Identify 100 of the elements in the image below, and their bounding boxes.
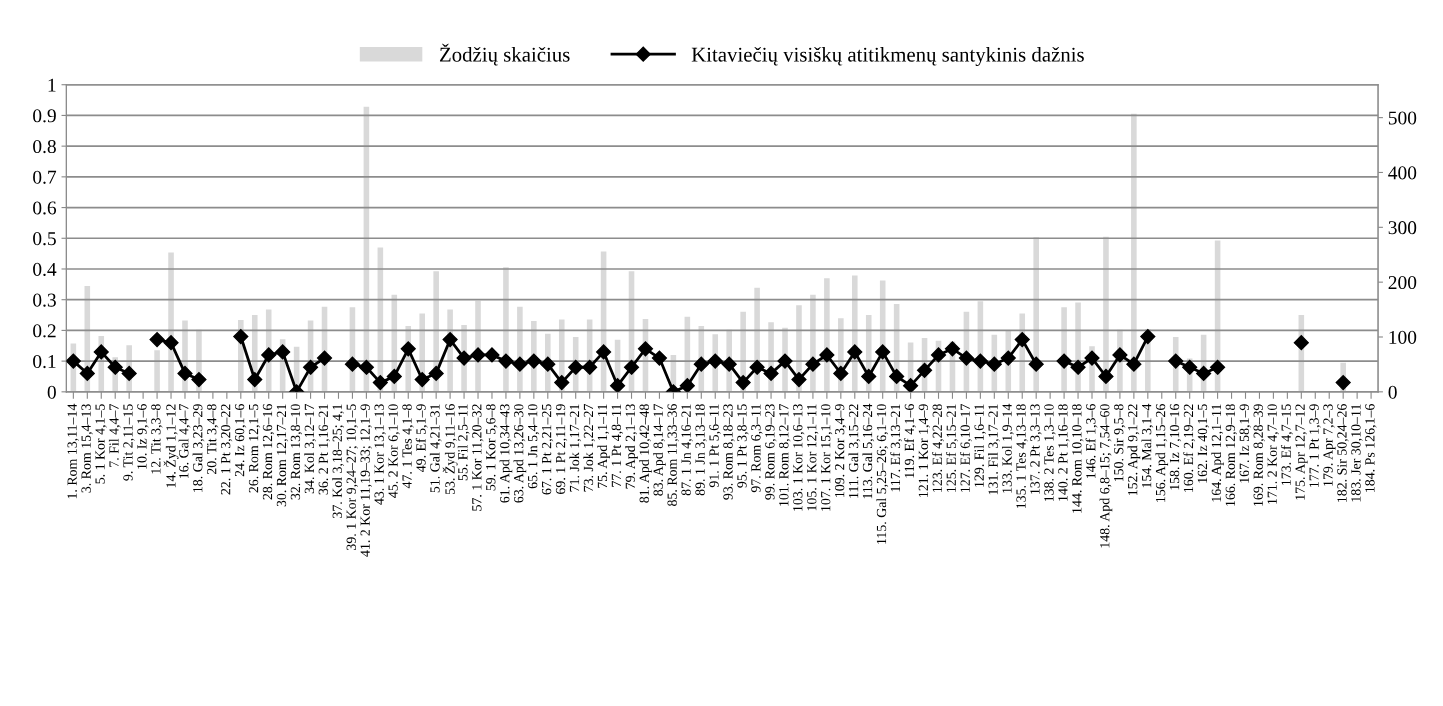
- x-tick-label: 85. Rom 11,33–36: [667, 404, 679, 506]
- x-tick-label: 137. 2 Pt 3,3–13: [1030, 404, 1042, 494]
- x-tick-label: 101. Rom 8,12–17: [779, 404, 791, 506]
- x-tick-label: 125. Ef 5,15–21: [946, 404, 958, 492]
- x-tick-label: 113. Gal 5,16–24: [862, 403, 875, 499]
- x-tick-label: 77. 1 Pt 4,8–11: [611, 404, 624, 487]
- x-tick-label: 167. Iz 58,1–9: [1239, 404, 1251, 483]
- legend-label: Žodžių skaičius: [439, 43, 570, 66]
- x-tick-label: 41. 2 Kor 11,19–33; 12,1–9: [360, 404, 372, 557]
- y-tick-label: 0.8: [33, 139, 56, 154]
- x-tick-label: 91. 1 Pt 5,6–11: [709, 404, 721, 488]
- x-tick-label: 117. Ef 3,13–21: [890, 404, 903, 492]
- x-tick-label: 83. Apd 8,14–17: [653, 404, 666, 496]
- x-tick-label: 138. 2 Tes 1,3–10: [1044, 404, 1056, 502]
- x-tick-label: 184. Ps 126,1–6: [1365, 404, 1377, 492]
- x-tick-label: 89. 1 Jn 3,13–18: [695, 404, 707, 496]
- x-tick-label: 111. Gal 3,15–22: [848, 404, 861, 498]
- x-tick-label: 107. 1 Kor 15,1–10: [820, 404, 833, 511]
- x-tick-label: 1. Rom 13,11–14: [67, 403, 79, 499]
- x-tick-label: 26. Rom 12,1–5: [248, 404, 261, 493]
- x-tick-label: 36. 2 Pt 1,16–21: [318, 404, 330, 495]
- x-tick-label: 39. 1 Kor 9,24–27; 10,1–5: [346, 404, 358, 550]
- x-tick-label: 164. Apd 12,1–11: [1211, 404, 1224, 502]
- x-tick-label: 103. 1 Kor 10,6–13: [793, 404, 805, 511]
- x-tick-label: 53. Žyd 9,11–16: [442, 404, 458, 495]
- x-tick-label: 162. Iz 40,1–5: [1197, 404, 1210, 483]
- x-tick-label: 43. 1 Kor 13,1–13: [374, 404, 386, 505]
- x-tick-label: 79. Apd 2,1–13: [625, 404, 638, 489]
- x-tick-label: 10. Iz 9,1–6: [137, 404, 149, 469]
- x-tick-label: 51. Gal 4,21–31: [429, 404, 442, 493]
- x-tick-label: 146. Ef 1,3–6: [1085, 404, 1098, 479]
- x-tick-label: 105. 1 Kor 12,1–11: [807, 404, 819, 511]
- y-tick-label: 0.7: [33, 170, 57, 184]
- x-tick-label: 93. Rom 8,18–23: [723, 404, 735, 500]
- x-tick-label: 175. Apr 12,7–12: [1295, 404, 1308, 500]
- x-tick-label: 3. Rom 15,4–13: [81, 404, 93, 493]
- x-tick-label: 148. Apd 6,8–15; 7,54–60: [1099, 404, 1113, 548]
- x-tick-label: 20. Tit 3,4–8: [207, 404, 219, 475]
- x-tick-label: 30. Rom 12,17–21: [276, 404, 289, 507]
- x-tick-label: 135. 1 Tes 4,13–18: [1016, 404, 1028, 509]
- x-tick-label: 119. Ef 4,1–6: [904, 404, 917, 478]
- x-tick-label: 115. Gal 5,25–26; 6,1–10: [876, 404, 889, 544]
- x-tick-label: 5. 1 Kor 4,1–5: [95, 404, 107, 484]
- x-tick-label: 154. Mal 3,1–4: [1141, 403, 1154, 488]
- y2-tick-label: 0: [1388, 385, 1397, 399]
- x-tick-label: 59. 1 Kor 5,6–8: [486, 404, 498, 491]
- x-tick-label: 81. Apd 10,42–48: [639, 404, 652, 503]
- x-tick-label: 166. Rom 12,9–18: [1225, 404, 1238, 506]
- x-tick-label: 158. Iz 7,10–16: [1169, 404, 1182, 490]
- x-tick-label: 99. Rom 6,19–23: [765, 404, 777, 500]
- x-tick-label: 73. Jok 1,22–27: [583, 404, 596, 492]
- x-tick-label: 87. 1 Jn 4,16–21: [681, 404, 693, 496]
- y-tick-label: 0.2: [33, 324, 56, 338]
- x-tick-label: 150. Sir 9,5–8: [1114, 404, 1126, 482]
- x-tick-label: 173. Ef 4,7–15: [1280, 404, 1293, 485]
- x-tick-label: 131. Fil 3,17–21: [988, 404, 1000, 495]
- x-tick-label: 179. Apr 7,2–3: [1323, 404, 1336, 486]
- x-tick-label: 140. 2 Pt 1,16–18: [1058, 404, 1070, 501]
- x-tick-label: 49. Ef 5,1–9: [415, 404, 428, 473]
- y2-tick-label: 300: [1388, 221, 1417, 235]
- x-tick-label: 57. 1 Kor 11,20–32: [472, 404, 484, 511]
- x-tick-label: 144. Rom 10,10–18: [1072, 404, 1084, 513]
- x-tick-label: 45. 2 Kor 6,1–10: [388, 404, 400, 498]
- y-tick-label: 0.3: [33, 293, 56, 307]
- y-tick-label: 0.5: [33, 232, 56, 246]
- y-tick-label: 0: [47, 385, 56, 399]
- x-tick-label: 12. Tit 3,3–8: [151, 404, 163, 474]
- x-tick-label: 34. Kol 3,12–17: [304, 404, 317, 494]
- legend-label: Kitaviečių visiškų atitikmenų santykinis dažnis: [691, 46, 1084, 66]
- x-tick-label: 171. 2 Kor 4,7–10: [1267, 404, 1279, 504]
- x-tick-label: 97. Rom 6,3–11: [751, 404, 763, 493]
- x-tick-label: 7. Fil 4,4–7: [108, 404, 121, 467]
- y-tick-label: 0.1: [33, 354, 56, 369]
- x-tick-label: 183. Jer 30,10–11: [1351, 404, 1363, 502]
- y2-tick-label: 400: [1388, 166, 1417, 180]
- x-tick-label: 9. Tit 2,11–15: [123, 404, 135, 481]
- x-tick-label: 156. Apd 1,15–26: [1155, 404, 1169, 502]
- x-tick-label: 121. 1 Kor 1,4–9: [918, 404, 931, 497]
- x-tick-label: 75. Apd 1,1–11: [597, 404, 610, 488]
- x-tick-label: 177. 1 Pt 1,3–9: [1309, 404, 1321, 487]
- y-tick-label: 0.9: [33, 109, 56, 123]
- x-tick-label: 123. Ef 4,22–28: [932, 404, 944, 492]
- x-tick-label: 16. Gal 4,4–7: [178, 404, 191, 479]
- x-tick-label: 32. Rom 13,8–10: [290, 404, 303, 500]
- x-tick-label: 71. Jok 1,17–21: [569, 404, 582, 492]
- x-tick-label: 47. 1 Tes 4,1–8: [402, 404, 414, 489]
- x-tick-label: 63. Apd 13,26–30: [513, 404, 527, 503]
- x-tick-label: 109. 2 Kor 3,4–9: [834, 404, 847, 497]
- x-tick-label: 182. Sir 50,24–26: [1337, 404, 1349, 502]
- x-tick-label: 127. Ef 6,10–17: [959, 404, 972, 492]
- x-tick-label: 129. Fil 1,6–11: [974, 404, 986, 487]
- x-tick-label: 37. Kol 3,18–25; 4,1: [332, 404, 344, 518]
- x-tick-label: 55. Fil 2,5–11: [457, 404, 470, 481]
- x-tick-label: 152. Apd 9,1–22: [1127, 404, 1141, 496]
- x-tick-label: 61. Apd 10,34–43: [499, 404, 513, 503]
- x-tick-label: 14. Žyd 1,1–12: [163, 404, 179, 488]
- x-tick-label: 67. 1 Pt 2,21–25: [541, 404, 554, 495]
- x-tick-label: 24. Iz 60,1–6: [234, 404, 247, 477]
- x-tick-label: 95. 1 Pt 3,8–15: [737, 404, 749, 488]
- x-tick-label: 169. Rom 8,28–39: [1253, 404, 1265, 506]
